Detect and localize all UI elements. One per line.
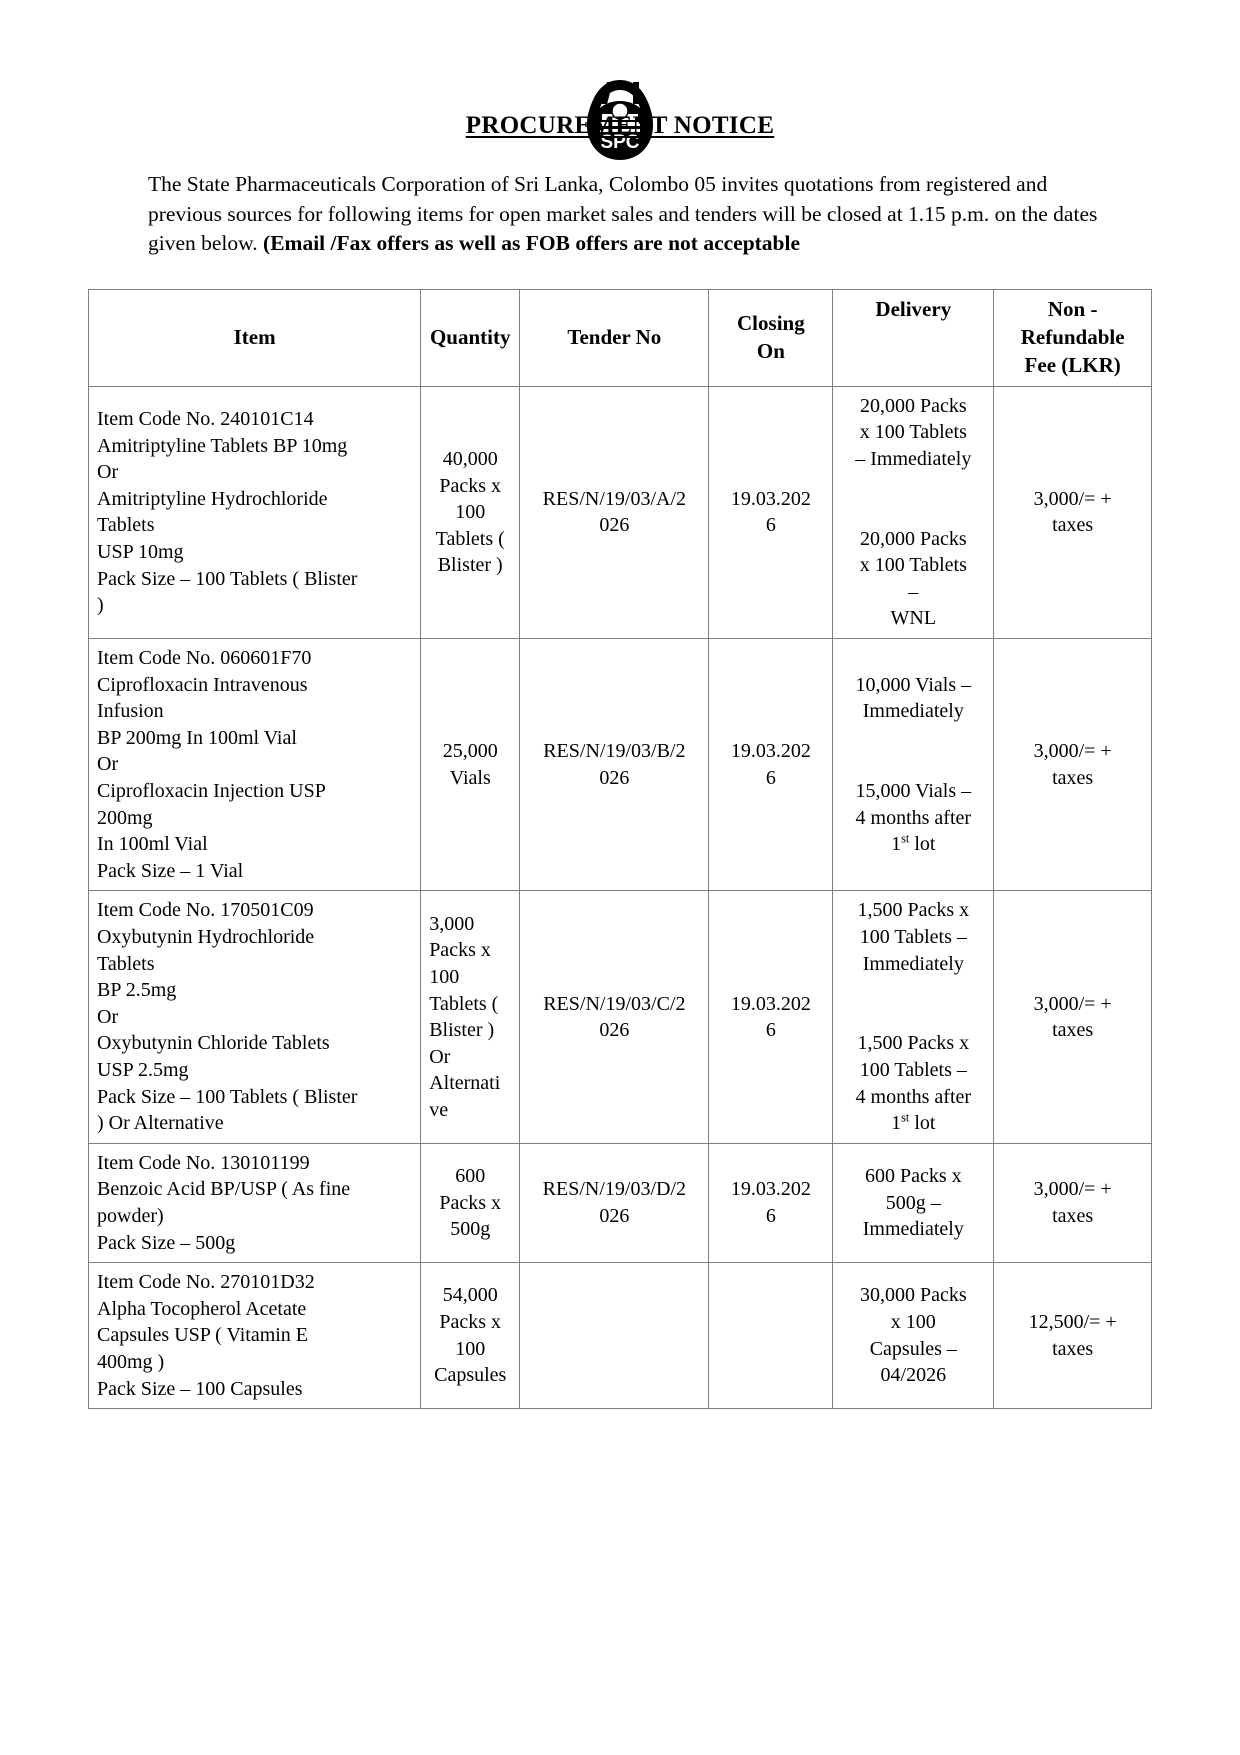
- table-row: Item Code No. 060601F70 Ciprofloxacin In…: [87, 638, 1152, 892]
- cell-closing_on: 19.03.202 6: [708, 385, 834, 640]
- table-header-row: Item Quantity Tender No Closing On Deliv…: [87, 288, 1152, 387]
- intro-normal-text: The State Pharmaceuticals Corporation of…: [148, 172, 1098, 256]
- table-body: Item Code No. 240101C14 Amitriptyline Ta…: [87, 385, 1152, 1410]
- cell-delivery: 1,500 Packs x 100 Tablets – Immediately 1,5…: [832, 890, 995, 1144]
- cell-tender_no: RES/N/19/03/A/2 026: [519, 385, 710, 640]
- intro-paragraph: The State Pharmaceuticals Corporation of…: [148, 170, 1100, 259]
- column-header-quantity: Quantity: [420, 288, 521, 387]
- spc-logo-icon: SPC: [586, 80, 654, 160]
- procurement-items-table: Item Quantity Tender No Closing On Deliv…: [87, 288, 1152, 1410]
- cell-quantity: 3,000 Packs x 100 Tablets ( Blister ) Or…: [420, 890, 521, 1144]
- cell-quantity: 600 Packs x 500g: [420, 1142, 521, 1264]
- cell-closing_on: [708, 1262, 834, 1410]
- cell-quantity: 25,000 Vials: [420, 638, 521, 892]
- column-header-tender-no: Tender No: [519, 288, 710, 387]
- logo-container: SPC: [0, 0, 1240, 160]
- column-header-item: Item: [87, 288, 422, 387]
- cell-item: Item Code No. 270101D32 Alpha Tocopherol…: [87, 1262, 422, 1410]
- table-row: Item Code No. 240101C14 Amitriptyline Ta…: [87, 385, 1152, 640]
- cell-item: Item Code No. 170501C09 Oxybutynin Hydro…: [87, 890, 422, 1144]
- cell-fee: 3,000/= + taxes: [993, 385, 1152, 640]
- cell-quantity: 40,000 Packs x 100 Tablets ( Blister ): [420, 385, 521, 640]
- cell-item: Item Code No. 240101C14 Amitriptyline Ta…: [87, 385, 422, 640]
- cell-item: Item Code No. 130101199 Benzoic Acid BP/…: [87, 1142, 422, 1264]
- cell-delivery: 30,000 Packs x 100 Capsules –04/2026: [832, 1262, 995, 1410]
- cell-fee: 12,500/= + taxes: [993, 1262, 1152, 1410]
- cell-fee: 3,000/= + taxes: [993, 1142, 1152, 1264]
- intro-bold-text: (Email /Fax offers as well as FOB offers…: [263, 231, 801, 256]
- cell-delivery: 600 Packs x 500g – Immediately: [832, 1142, 995, 1264]
- cell-fee: 3,000/= + taxes: [993, 890, 1152, 1144]
- table-row: Item Code No. 130101199 Benzoic Acid BP/…: [87, 1142, 1152, 1264]
- column-header-fee: Non - Refundable Fee (LKR): [993, 288, 1152, 387]
- notice-table-container: Item Quantity Tender No Closing On Deliv…: [0, 288, 1240, 1410]
- column-header-closing-on: Closing On: [708, 288, 834, 387]
- cell-closing_on: 19.03.202 6: [708, 638, 834, 892]
- page-title: PROCUREMENT NOTICE: [0, 112, 1240, 140]
- table-row: Item Code No. 170501C09 Oxybutynin Hydro…: [87, 890, 1152, 1144]
- cell-delivery: 10,000 Vials – Immediately 15,000 Vials –4…: [832, 638, 995, 892]
- cell-closing_on: 19.03.202 6: [708, 890, 834, 1144]
- cell-tender_no: RES/N/19/03/B/2 026: [519, 638, 710, 892]
- page-title-text: PROCUREMENT NOTICE: [465, 112, 775, 139]
- cell-item: Item Code No. 060601F70 Ciprofloxacin In…: [87, 638, 422, 892]
- cell-quantity: 54,000 Packs x 100 Capsules: [420, 1262, 521, 1410]
- cell-tender_no: RES/N/19/03/D/2 026: [519, 1142, 710, 1264]
- spc-logo-text: SPC: [600, 132, 639, 153]
- cell-closing_on: 19.03.202 6: [708, 1142, 834, 1264]
- cell-tender_no: [519, 1262, 710, 1410]
- cell-tender_no: RES/N/19/03/C/2 026: [519, 890, 710, 1144]
- cell-fee: 3,000/= + taxes: [993, 638, 1152, 892]
- table-row: Item Code No. 270101D32 Alpha Tocopherol…: [87, 1262, 1152, 1410]
- cell-delivery: 20,000 Packs x 100 Tablets – Immediately 20…: [832, 385, 995, 640]
- column-header-delivery: Delivery: [832, 288, 995, 387]
- table-header: Item Quantity Tender No Closing On Deliv…: [87, 288, 1152, 387]
